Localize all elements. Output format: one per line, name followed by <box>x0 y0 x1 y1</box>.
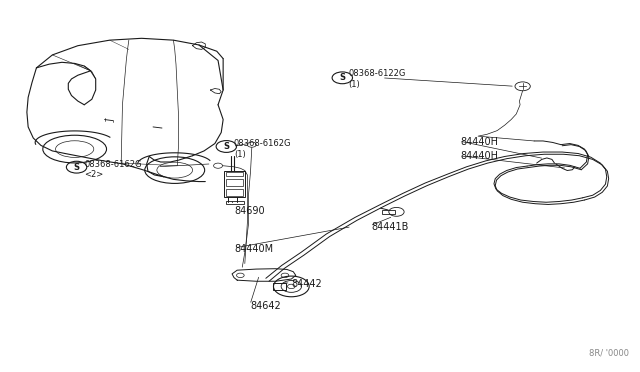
Text: S: S <box>223 142 229 151</box>
Text: 84440H: 84440H <box>460 151 498 161</box>
Text: S: S <box>339 73 346 82</box>
Bar <box>273 283 286 290</box>
Bar <box>225 171 245 197</box>
Text: 8R/ '0000: 8R/ '0000 <box>589 349 629 358</box>
Text: 84441B: 84441B <box>371 222 408 232</box>
Bar <box>226 201 244 205</box>
Bar <box>227 179 243 186</box>
Bar <box>227 172 243 176</box>
Bar <box>227 189 243 196</box>
Text: 84642: 84642 <box>250 301 281 311</box>
Text: 84442: 84442 <box>291 279 322 289</box>
Text: 08368-6162G
(1): 08368-6162G (1) <box>234 140 291 159</box>
Text: S: S <box>74 163 79 171</box>
Text: 08368-6162G
<2>: 08368-6162G <2> <box>84 160 141 179</box>
Text: 08368-6122G
(1): 08368-6122G (1) <box>349 69 406 89</box>
Text: 84440H: 84440H <box>460 137 498 147</box>
Text: 84690: 84690 <box>234 206 264 216</box>
Text: 84440M: 84440M <box>234 244 273 254</box>
Bar <box>382 210 394 214</box>
